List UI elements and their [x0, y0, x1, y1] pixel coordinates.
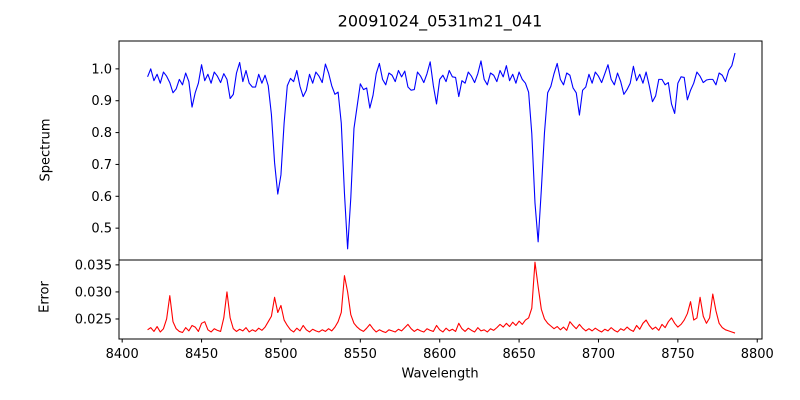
error-line	[147, 261, 736, 334]
y-axis-label-error: Error	[37, 281, 53, 313]
x-tick-label: 8450	[185, 347, 218, 362]
spectrum-y-tick-label: 1.0	[91, 62, 112, 77]
x-tick-label: 8500	[264, 347, 297, 362]
x-tick-label: 8600	[423, 347, 456, 362]
spectrum-y-tick-label: 0.9	[91, 94, 112, 109]
y-axis-label-spectrum: Spectrum	[38, 118, 54, 182]
chart-title: 20091024_0531m21_041	[337, 11, 543, 31]
x-tick-label: 8800	[741, 347, 774, 362]
spectrum-y-tick-label: 0.6	[91, 190, 112, 205]
x-tick-label: 8400	[106, 347, 139, 362]
x-axis-label: Wavelength	[401, 366, 479, 382]
spectrum-line	[147, 52, 736, 250]
error-y-tick-label: 0.030	[75, 285, 112, 300]
x-tick-label: 8650	[503, 347, 536, 362]
spectrum-y-tick-label: 0.7	[91, 158, 112, 173]
error-axes-frame	[118, 259, 763, 340]
x-tick-label: 8750	[661, 347, 694, 362]
error-y-tick-label: 0.035	[75, 258, 112, 273]
x-tick-label: 8550	[344, 347, 377, 362]
spectrum-y-tick-label: 0.5	[91, 222, 112, 237]
spectrum-y-tick-label: 0.8	[91, 126, 112, 141]
error-y-tick-label: 0.025	[75, 312, 112, 327]
x-tick-label: 8700	[582, 347, 615, 362]
